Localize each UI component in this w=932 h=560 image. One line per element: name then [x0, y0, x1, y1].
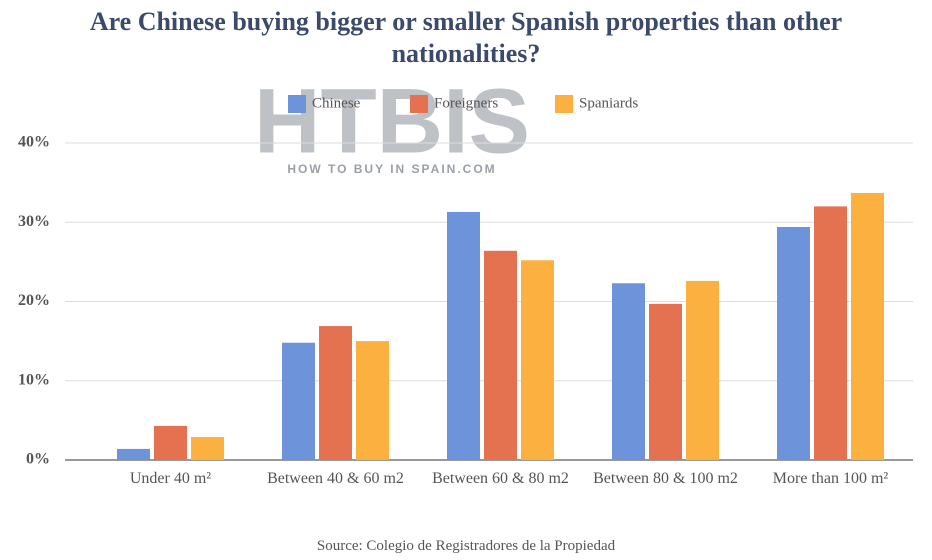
bar [282, 342, 315, 460]
bar [356, 341, 389, 460]
legend-swatch [410, 95, 428, 113]
chart-title: Are Chinese buying bigger or smaller Spa… [89, 7, 843, 68]
x-tick-label: Between 60 & 80 m2 [432, 470, 569, 487]
x-tick-label: Between 40 & 60 m2 [267, 470, 404, 487]
watermark-tagline: HOW TO BUY IN SPAIN.COM [287, 162, 496, 176]
bar [447, 211, 480, 460]
bar [851, 192, 884, 461]
legend-swatch [288, 95, 306, 113]
legend-label: Foreigners [434, 95, 498, 111]
source-note: Source: Colegio de Registradores de la P… [316, 538, 616, 554]
bar [191, 437, 224, 460]
watermark-logo: HTBIS [254, 70, 530, 172]
y-tick-label: 10% [18, 371, 50, 388]
y-tick-label: 30% [18, 213, 50, 230]
bar [649, 303, 682, 460]
y-tick-label: 20% [18, 292, 50, 309]
bar [814, 206, 847, 460]
bar [117, 448, 150, 460]
bar [686, 280, 719, 460]
legend-label: Chinese [312, 95, 361, 111]
bar [612, 283, 645, 460]
legend-swatch [555, 95, 573, 113]
bar [319, 326, 352, 460]
bar [777, 227, 810, 460]
x-tick-label: Under 40 m² [129, 470, 212, 487]
legend-label: Spaniards [579, 95, 638, 111]
x-tick-label: Between 80 & 100 m2 [593, 470, 738, 487]
y-tick-label: 40% [18, 134, 50, 151]
x-tick-label: More than 100 m² [772, 470, 889, 487]
bar [484, 250, 517, 460]
bar [521, 260, 554, 460]
y-tick-label: 0% [26, 451, 50, 468]
bar [154, 425, 187, 460]
